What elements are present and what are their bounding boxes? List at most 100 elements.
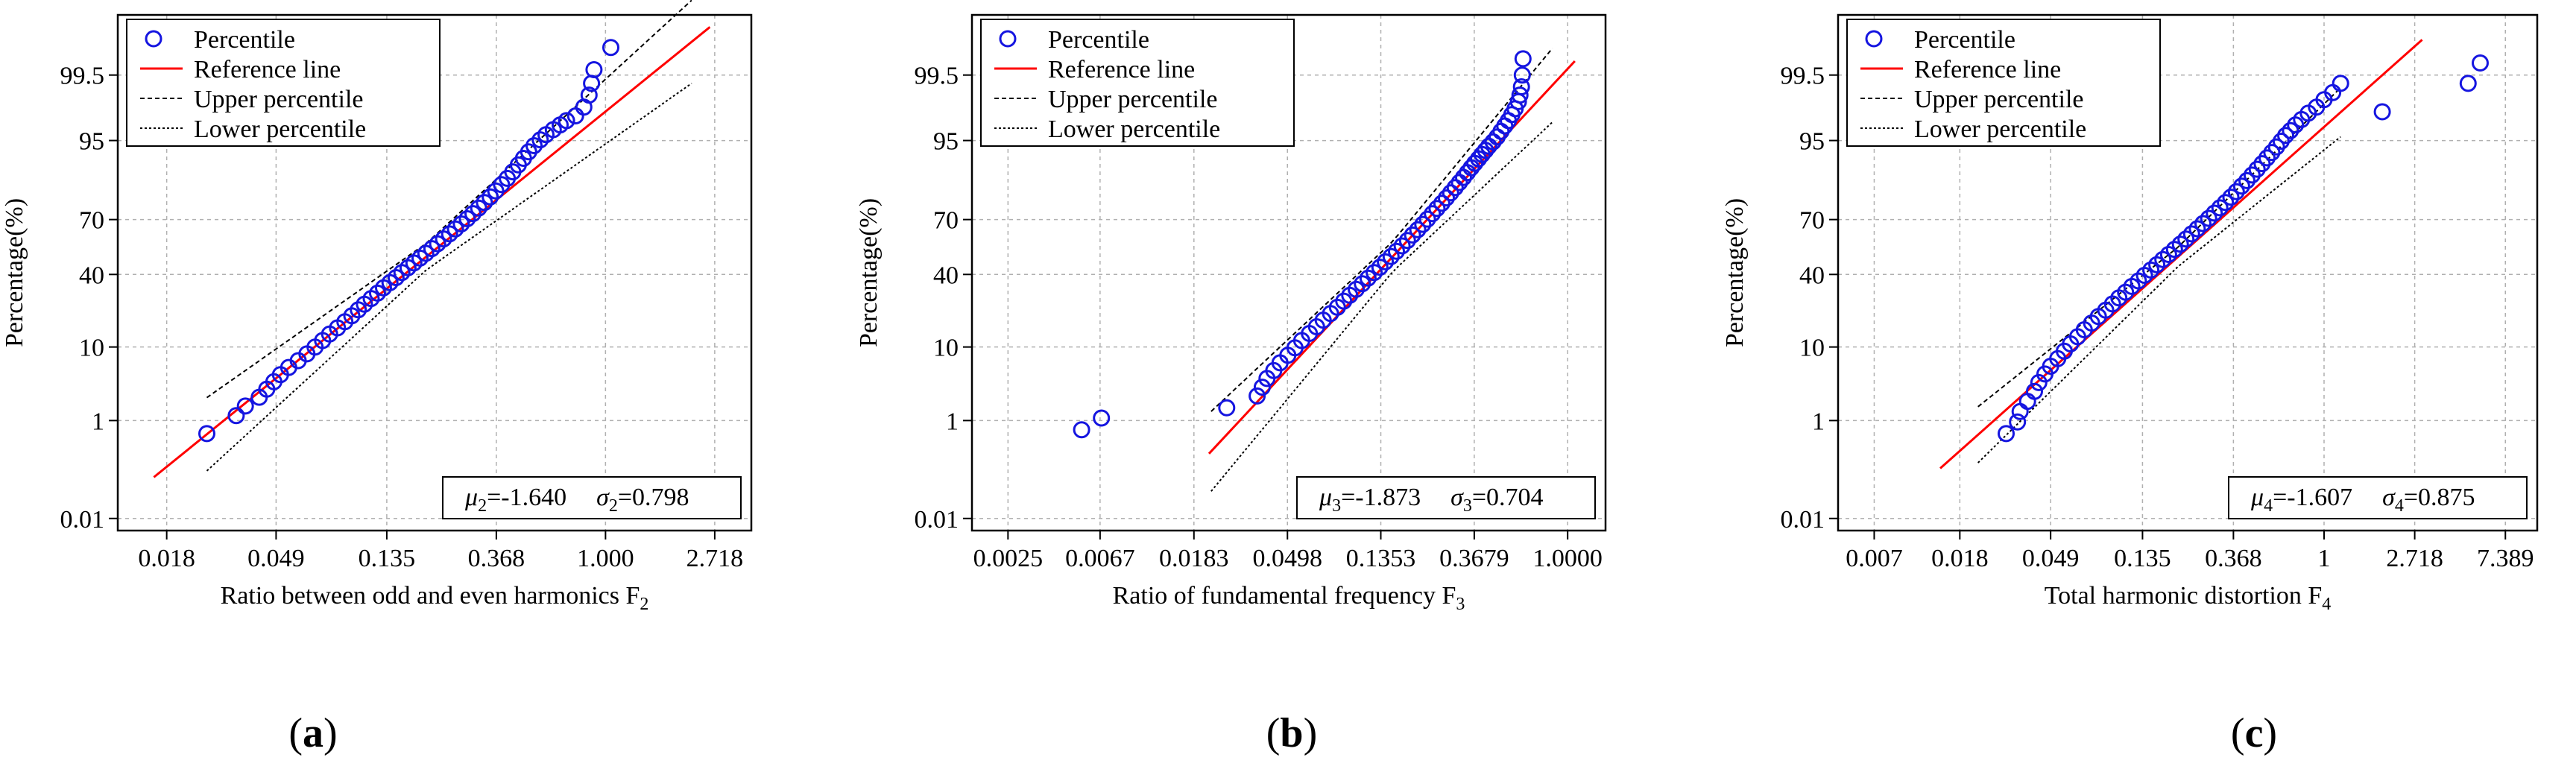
percentile-point	[2188, 220, 2206, 238]
percentile-point	[2200, 209, 2217, 227]
percentile-point	[2217, 194, 2235, 212]
legend-label: Reference line	[194, 56, 341, 83]
legend-label: Upper percentile	[1914, 86, 2084, 113]
y-tick-label: 99.5	[915, 63, 959, 90]
lower-percentile-line	[1210, 121, 1553, 492]
x-tick-label: 7.389	[2477, 545, 2534, 572]
percentile-point	[1073, 421, 1090, 439]
percentile-point	[2165, 241, 2183, 259]
y-tick-label: 95	[79, 128, 104, 156]
percentile-point	[580, 86, 598, 104]
upper-percentile-line	[206, 0, 692, 399]
percentile-point	[2282, 121, 2299, 139]
x-tick-label: 2.718	[2386, 545, 2443, 572]
x-tick-label: 1	[2317, 545, 2330, 572]
y-tick-label: 99.5	[1781, 63, 1825, 90]
percentile-point	[2332, 75, 2349, 92]
percentile-point	[2154, 250, 2172, 268]
plot-frame	[970, 13, 1607, 532]
panel-label: (b)	[1266, 710, 1317, 756]
panel-a: 0.018 0.049 0.135 0.368 1.000 2.718 0.01 1 10 40 7…	[1, 0, 753, 756]
stats-box	[2228, 476, 2528, 519]
legend-box	[1846, 19, 2161, 147]
panel-c: 0.007 0.018 0.049 0.135 0.368 1 2.718 7.389 0.01…	[1721, 13, 2539, 756]
percentile-point	[2248, 160, 2266, 178]
x-tick-label: 0.135	[359, 545, 416, 572]
percentile-point	[2142, 261, 2160, 279]
percentile-point	[1388, 242, 1405, 260]
x-tick-label: 0.049	[247, 545, 305, 572]
reference-line	[153, 26, 711, 478]
percentile-point	[2026, 382, 2043, 400]
y-tick-label: 10	[1799, 335, 1825, 362]
x-tick-label: 0.368	[2205, 545, 2262, 572]
x-tick-label: 0.018	[1931, 545, 1989, 572]
percentile-point	[369, 284, 386, 302]
y-tick-label: 70	[79, 207, 104, 235]
x-tick-label: 0.007	[1846, 545, 1903, 572]
legend-label: Reference line	[1048, 56, 1195, 83]
percentile-point	[476, 194, 493, 212]
upper-percentile-line	[1210, 48, 1553, 412]
percentile-point	[1393, 237, 1411, 255]
x-tick-label: 0.0183	[1159, 545, 1229, 572]
percentile-point	[1438, 189, 1455, 207]
y-tick-label: 70	[1799, 207, 1825, 235]
percentile-point	[458, 210, 476, 227]
x-tick-label: 1.000	[577, 545, 634, 572]
percentile-point	[423, 240, 441, 258]
panel-label: (a)	[288, 710, 337, 756]
x-tick-label: 0.0498	[1253, 545, 1323, 572]
x-tick-label: 0.0025	[973, 545, 1044, 572]
x-axis-label: Total harmonic distortion F4	[2045, 582, 2332, 614]
percentile-point	[2253, 155, 2271, 173]
y-tick-label: 0.01	[60, 506, 105, 534]
y-axis-label: Percentage(%)	[855, 198, 883, 347]
percentile-point	[1404, 226, 1421, 244]
y-tick-label: 40	[79, 262, 104, 289]
lower-percentile-line	[1977, 136, 2341, 463]
percentile-point	[2232, 177, 2250, 195]
percentile-point	[585, 61, 603, 78]
percentile-point	[1428, 200, 1446, 218]
y-tick-label: 99.5	[60, 63, 105, 90]
percentile-point	[1414, 215, 1432, 233]
legend-label: Lower percentile	[1914, 116, 2086, 143]
percentile-point	[2194, 215, 2212, 232]
percentile-point	[2171, 235, 2189, 253]
percentile-point	[2206, 204, 2223, 222]
plot-frame	[116, 13, 753, 532]
legend-label: Percentile	[1048, 26, 1149, 54]
percentile-point	[1442, 184, 1459, 202]
percentile-point	[2258, 149, 2276, 167]
percentile-point	[2211, 199, 2229, 217]
x-tick-label: 0.3679	[1439, 545, 1509, 572]
percentile-point	[2459, 75, 2477, 92]
percentile-point	[2182, 225, 2200, 243]
legend-label: Percentile	[194, 26, 295, 54]
percentile-point	[1377, 253, 1395, 270]
percentile-point	[1512, 78, 1530, 95]
percentile-point	[2263, 144, 2281, 162]
percentile-point	[1513, 66, 1531, 84]
stats-text: μ2=-1.640 σ2=0.798	[464, 484, 689, 516]
plot-frame	[1837, 13, 2539, 532]
percentile-point	[1409, 221, 1427, 238]
percentile-point	[602, 39, 619, 57]
y-tick-label: 10	[933, 335, 959, 362]
y-tick-label: 10	[79, 335, 104, 362]
stats-box	[442, 476, 742, 519]
y-tick-label: 95	[933, 128, 959, 156]
percentile-point	[2222, 189, 2240, 206]
y-tick-label: 70	[933, 207, 959, 235]
percentile-point	[1371, 259, 1389, 276]
stats-box	[1296, 476, 1596, 519]
x-axis-label: Ratio of fundamental frequency F3	[1113, 582, 1465, 614]
y-tick-label: 1	[946, 408, 959, 435]
y-axis-label: Percentage(%)	[1, 198, 28, 347]
y-tick-label: 40	[933, 262, 959, 289]
percentile-point	[2227, 183, 2245, 200]
